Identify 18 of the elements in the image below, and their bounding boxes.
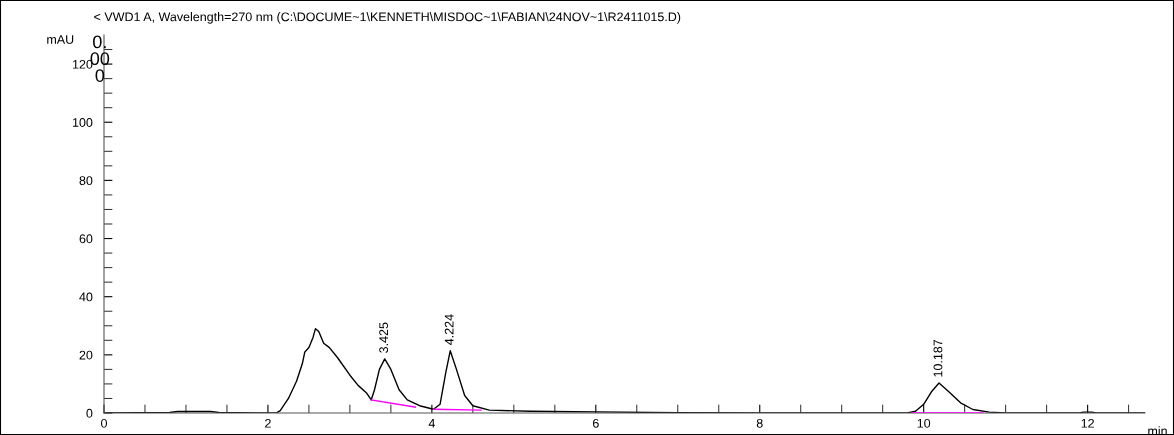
annotation: 4.224: [444, 314, 454, 345]
y-tick-label: 20: [79, 350, 93, 360]
x-tick-label: 4: [428, 419, 435, 428]
x-tick-label: 8: [756, 418, 763, 428]
x-tick-label: 6: [592, 418, 599, 428]
x-tick-label: 2: [265, 418, 271, 428]
chart-title: < VWD1 A, Wavelength=270 nm (C:\DOCUME~1\KENNETH\MISDOC~1\FABIAN\24NOV~1\R2411015.D): [94, 12, 681, 24]
y-tick-label: 100: [72, 118, 93, 127]
y-axis-title: mAU: [47, 35, 74, 44]
annotation: 10.187: [933, 339, 943, 377]
y-tick-label: 40: [79, 292, 93, 302]
x-tick-label: 10: [917, 418, 931, 428]
x-tick-label: 12: [1081, 418, 1094, 428]
y-tick-label: 60: [79, 234, 93, 244]
y-tick-label: 80: [79, 176, 93, 186]
x-tick-label: 0: [101, 418, 107, 428]
y-tick-label: 0: [86, 408, 93, 418]
annotation: 3.425: [379, 322, 389, 353]
